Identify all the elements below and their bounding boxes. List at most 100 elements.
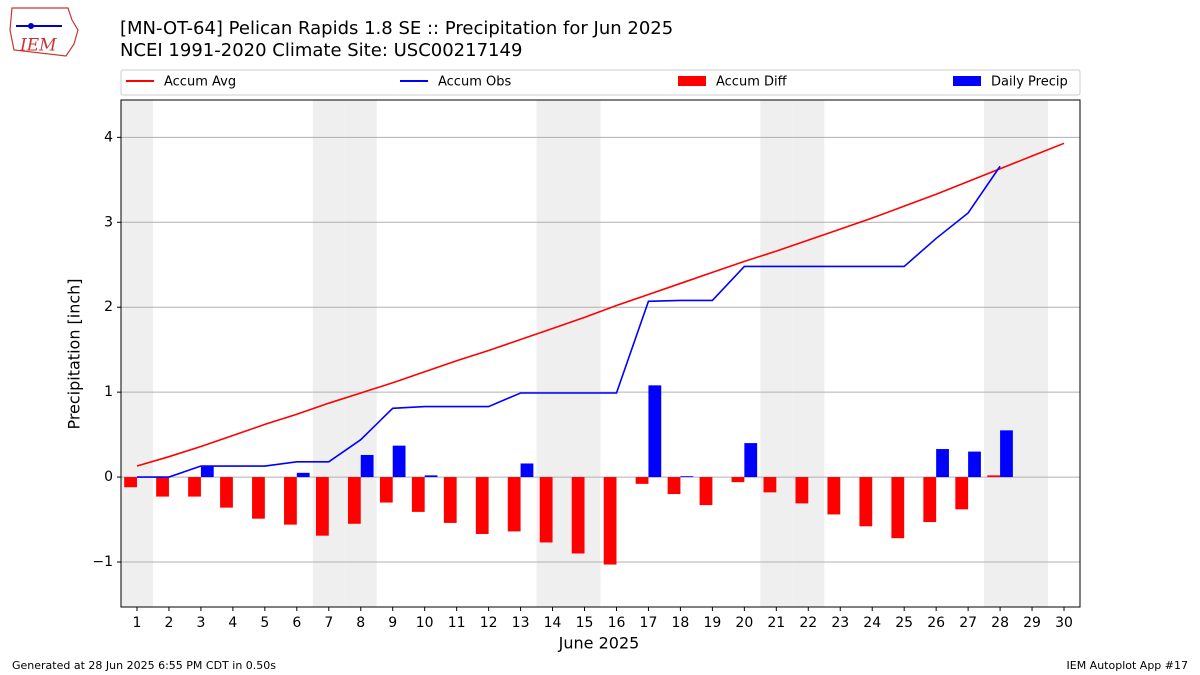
x-tick-label: 2 — [164, 615, 173, 631]
bar — [424, 475, 438, 478]
y-tick-label: −1 — [92, 554, 113, 570]
bar — [347, 477, 361, 524]
bar — [923, 477, 937, 523]
bar — [648, 385, 662, 478]
bar — [968, 451, 981, 478]
bar — [795, 477, 809, 504]
x-tick-label: 3 — [196, 615, 205, 631]
line — [136, 165, 1001, 478]
logo-text: IEM — [19, 36, 57, 56]
x-tick-label: 23 — [831, 615, 849, 631]
weekend-band — [792, 100, 825, 607]
y-tick-label: 2 — [104, 299, 113, 315]
weekend-band — [1016, 100, 1049, 607]
x-tick-label: 16 — [608, 615, 626, 631]
y-tick-label: 3 — [104, 214, 113, 230]
bar — [635, 477, 649, 484]
bar — [744, 443, 758, 478]
footer-right: IEM Autoplot App #17 — [1067, 659, 1189, 672]
plot-frame — [120, 99, 1081, 608]
bar — [475, 477, 489, 534]
x-tick-label: 4 — [228, 615, 237, 631]
bar — [507, 477, 521, 532]
bar — [315, 477, 329, 536]
legend-label: Daily Precip — [991, 75, 1068, 90]
bar — [699, 477, 713, 506]
x-tick-label: 1 — [133, 615, 142, 631]
bar — [936, 449, 949, 478]
bar — [520, 463, 534, 478]
y-axis-label: Precipitation [inch] — [65, 278, 84, 429]
bar — [1000, 430, 1013, 478]
x-tick-label: 20 — [735, 615, 753, 631]
chart-title: [MN-OT-64] Pelican Rapids 1.8 SE :: Prec… — [120, 18, 673, 39]
logo-dot — [28, 23, 34, 29]
x-tick-label: 30 — [1055, 615, 1073, 631]
bar — [859, 477, 873, 527]
x-tick-label: 21 — [767, 615, 785, 631]
bar — [156, 477, 169, 497]
x-tick-label: 25 — [895, 615, 913, 631]
bar — [200, 466, 214, 478]
x-tick-label: 27 — [959, 615, 977, 631]
bar — [667, 477, 681, 495]
bar — [188, 477, 201, 497]
bar — [827, 477, 841, 515]
bar — [539, 477, 553, 543]
weekend-band — [760, 100, 793, 607]
bar — [680, 476, 694, 478]
bar — [731, 477, 745, 483]
bar — [296, 472, 310, 478]
weekend-band — [121, 100, 153, 607]
x-tick-label: 15 — [576, 615, 594, 631]
bar — [284, 477, 297, 525]
bar — [360, 454, 374, 478]
x-axis-label: June 2025 — [558, 634, 640, 653]
bar — [603, 477, 617, 565]
y-tick-label: 1 — [104, 384, 113, 400]
x-tick-label: 8 — [356, 615, 365, 631]
x-tick-label: 26 — [927, 615, 945, 631]
weekend-band — [984, 100, 1017, 607]
bar — [955, 477, 969, 510]
logo-outline — [9, 7, 79, 57]
bar — [891, 477, 905, 539]
bar — [124, 477, 137, 488]
bar — [571, 477, 585, 554]
chart-subtitle: NCEI 1991-2020 Climate Site: USC00217149 — [120, 40, 522, 61]
x-tick-label: 29 — [1023, 615, 1041, 631]
x-tick-label: 22 — [799, 615, 817, 631]
x-tick-label: 12 — [480, 615, 498, 631]
x-tick-label: 10 — [416, 615, 434, 631]
weekend-band — [344, 100, 377, 607]
bar — [411, 477, 425, 512]
footer-left: Generated at 28 Jun 2025 6:55 PM CDT in … — [12, 659, 276, 672]
line — [136, 142, 1065, 467]
legend-label: Accum Obs — [438, 75, 511, 90]
x-tick-label: 14 — [544, 615, 562, 631]
bar — [220, 477, 233, 508]
bar — [987, 475, 1001, 478]
x-tick-label: 11 — [448, 615, 466, 631]
legend-swatch — [953, 76, 981, 86]
legend-label: Accum Diff — [716, 75, 788, 90]
x-tick-label: 9 — [388, 615, 397, 631]
x-tick-label: 18 — [672, 615, 690, 631]
bar — [379, 477, 393, 503]
legend-swatch — [678, 76, 706, 86]
legend — [120, 69, 1081, 96]
logo: IEM — [9, 7, 79, 57]
y-tick-label: 4 — [104, 129, 113, 145]
x-tick-label: 28 — [991, 615, 1009, 631]
x-tick-label: 13 — [512, 615, 530, 631]
x-tick-label: 19 — [703, 615, 721, 631]
x-tick-label: 17 — [640, 615, 658, 631]
bar — [763, 477, 777, 493]
x-tick-label: 7 — [324, 615, 333, 631]
y-tick-label: 0 — [104, 469, 113, 485]
legend-label: Accum Avg — [164, 75, 236, 90]
bar — [252, 477, 265, 519]
x-tick-label: 24 — [863, 615, 881, 631]
x-tick-label: 6 — [292, 615, 301, 631]
